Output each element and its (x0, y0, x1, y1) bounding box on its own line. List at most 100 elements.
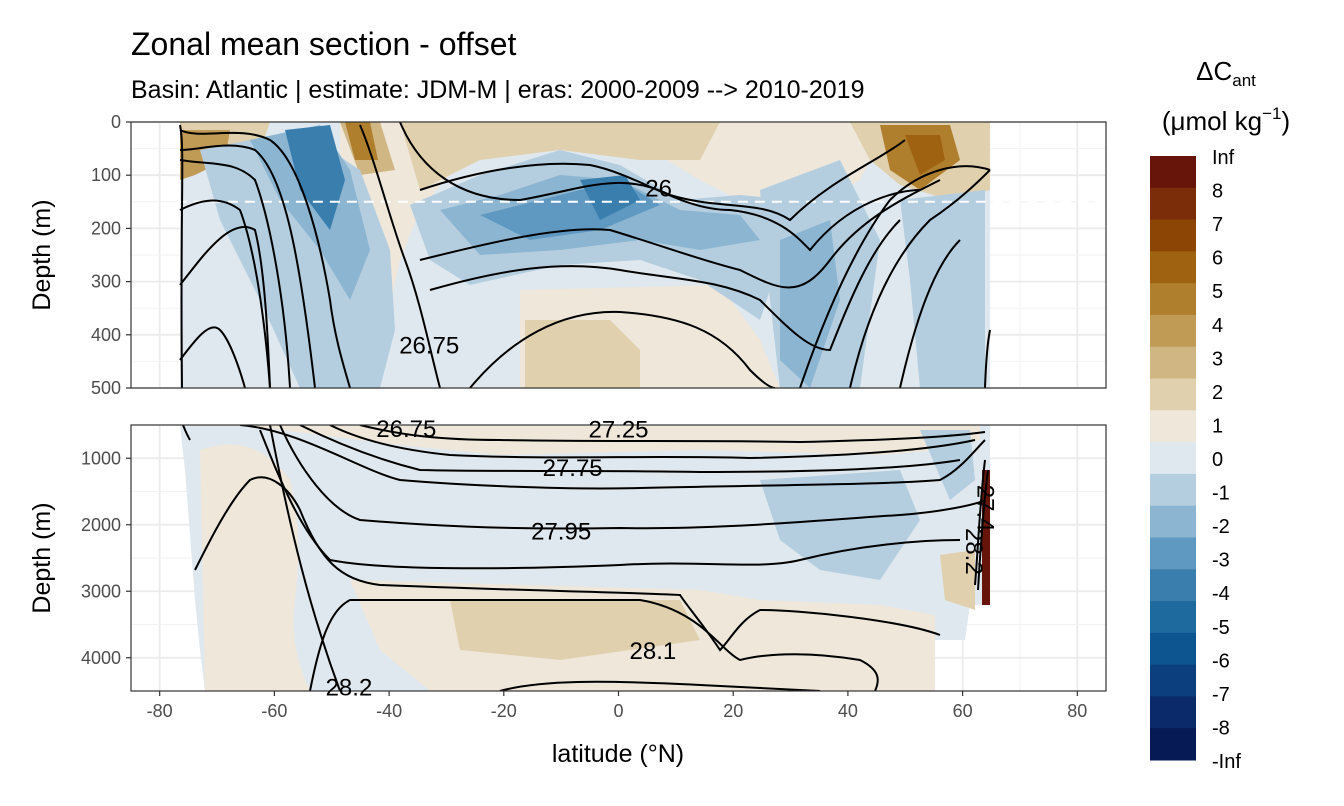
bottom-isopycnal-12 (974, 459, 986, 586)
bottom-panel-isopycnals (182, 425, 989, 691)
legend-unit: (μmol kg−1) (1162, 104, 1290, 136)
legend-swatch-6 (1150, 346, 1196, 380)
contour-label-6: 28.1 (630, 638, 677, 665)
x-tick-label-4: 0 (613, 701, 623, 721)
legend-swatch-11 (1150, 505, 1196, 538)
legend-swatch-12 (1150, 537, 1196, 570)
x-tick-label-6: 40 (838, 701, 858, 721)
bottom-isopycnal-11 (182, 425, 191, 441)
legend-label-10: -1 (1212, 483, 1230, 505)
x-tick-label-8: 80 (1067, 701, 1087, 721)
top-field-blue-right (780, 220, 840, 388)
top-isopycnal-7 (179, 124, 184, 388)
y-top-tick-label-5: 500 (91, 378, 121, 398)
legend-label-16: -7 (1212, 684, 1230, 706)
legend-unit-close: ) (1281, 106, 1290, 136)
y-top-tick-label-0: 0 (111, 112, 121, 132)
legend-swatch-15 (1150, 632, 1196, 666)
bottom-panel (130, 424, 1107, 692)
legend-title-main: ΔC (1196, 56, 1232, 86)
bottom-isopycnal-8 (309, 598, 879, 691)
y-axis-label-bottom: Depth (m) (28, 502, 56, 613)
legend-unit-open: (μmol kg (1162, 106, 1262, 136)
y-bottom-tick-label-0: 1000 (81, 448, 121, 468)
y-bottom-tick-label-2: 3000 (81, 581, 121, 601)
legend-label-0: Inf (1212, 147, 1235, 169)
top-isopycnal-8 (359, 124, 441, 388)
colorbar-legend: ΔCant (μmol kg−1) Inf 8 7 6 5 4 3 2 1 0 -1 -2 -3 -4 -5… (1150, 56, 1290, 773)
contour-label-8: 28.2 (960, 528, 987, 575)
bottom-isopycnal-5 (279, 425, 986, 530)
top-isopycnal-15 (849, 169, 991, 388)
legend-title-sub: ant (1232, 71, 1256, 90)
legend-swatch-13 (1150, 569, 1196, 602)
legend-label-9: 0 (1212, 449, 1223, 471)
top-panel (130, 121, 1107, 389)
bottom-field-tan-deep (450, 600, 700, 660)
contour-label-9: 27.4 (972, 485, 999, 532)
bottom-isopycnal-3 (329, 425, 976, 460)
legend-swatch-17 (1150, 696, 1196, 729)
y-axis-label-top: Depth (m) (28, 199, 56, 310)
bottom-isopycnal-7 (194, 476, 941, 652)
x-axis-label: latitude (°N) (552, 740, 684, 768)
top-field-dark-left (285, 125, 345, 230)
x-tick-label-0: -80 (147, 701, 173, 721)
chart-subtitle: Basin: Atlantic | estimate: JDM-M | eras… (131, 76, 864, 104)
top-isopycnal-10 (419, 162, 921, 252)
legend-unit-sup: −1 (1262, 104, 1281, 123)
bottom-isopycnal-9 (499, 680, 821, 691)
top-isopycnal-1 (179, 129, 351, 388)
x-tick-label-7: 60 (953, 701, 973, 721)
contour-label-1: 26.75 (399, 332, 459, 359)
legend-swatch-8 (1150, 410, 1196, 443)
y-top-tick-label-1: 100 (91, 165, 121, 185)
bottom-isopycnal-1 (239, 425, 986, 490)
y-top-tick-label-3: 300 (91, 272, 121, 292)
legend-label-15: -6 (1212, 650, 1230, 672)
legend-label-7: 2 (1212, 382, 1223, 404)
y-top-tick-label-4: 400 (91, 325, 121, 345)
contour-label-2: 26.75 (376, 416, 436, 443)
legend-label-6: 3 (1212, 348, 1223, 370)
legend-label-18: -Inf (1212, 751, 1241, 773)
top-panel-isopycnals (179, 122, 991, 388)
x-tick-label-1: -60 (261, 701, 287, 721)
legend-swatch-4 (1150, 283, 1196, 316)
top-field-tan-mid (400, 122, 720, 190)
legend-label-1: 8 (1212, 181, 1223, 203)
legend-swatch-18 (1150, 728, 1196, 761)
legend-label-3: 6 (1212, 248, 1223, 270)
legend-label-2: 7 (1212, 214, 1223, 236)
top-isopycnal-2 (179, 144, 316, 388)
contour-label-3: 27.25 (588, 417, 648, 444)
top-isopycnal-6 (179, 326, 246, 388)
legend-swatch-5 (1150, 314, 1196, 348)
top-isopycnal-3 (179, 159, 291, 388)
y-axis-bottom: 1000 2000 3000 4000 (81, 448, 131, 668)
x-tick-label-5: 20 (723, 701, 743, 721)
legend-swatch-0 (1150, 156, 1196, 189)
legend-label-5: 4 (1212, 315, 1223, 337)
top-field-beige (340, 122, 890, 388)
legend-label-8: 1 (1212, 415, 1223, 437)
x-axis: -80 -60 -40 -20 0 20 40 60 80 (147, 691, 1087, 721)
legend-label-12: -3 (1212, 550, 1230, 572)
contour-label-0: 26 (645, 176, 672, 203)
legend-labels: Inf 8 7 6 5 4 3 2 1 0 -1 -2 -3 -4 -5 -6 -7 -8 -Inf (1212, 147, 1241, 773)
legend-label-17: -8 (1212, 717, 1230, 739)
legend-swatch-10 (1150, 473, 1196, 507)
top-isopycnal-4 (179, 199, 271, 388)
legend-swatch-9 (1150, 442, 1196, 475)
x-tick-label-3: -20 (491, 701, 517, 721)
legend-title: ΔCant (1196, 56, 1256, 90)
legend-swatch-1 (1150, 187, 1196, 221)
bottom-isopycnal-4 (359, 425, 986, 444)
bottom-isopycnal-6 (259, 429, 961, 570)
bottom-field-tan-north (940, 550, 975, 610)
top-isopycnal-14 (799, 165, 991, 388)
bottom-isopycnal-2 (299, 425, 961, 474)
legend-label-13: -4 (1212, 583, 1230, 605)
